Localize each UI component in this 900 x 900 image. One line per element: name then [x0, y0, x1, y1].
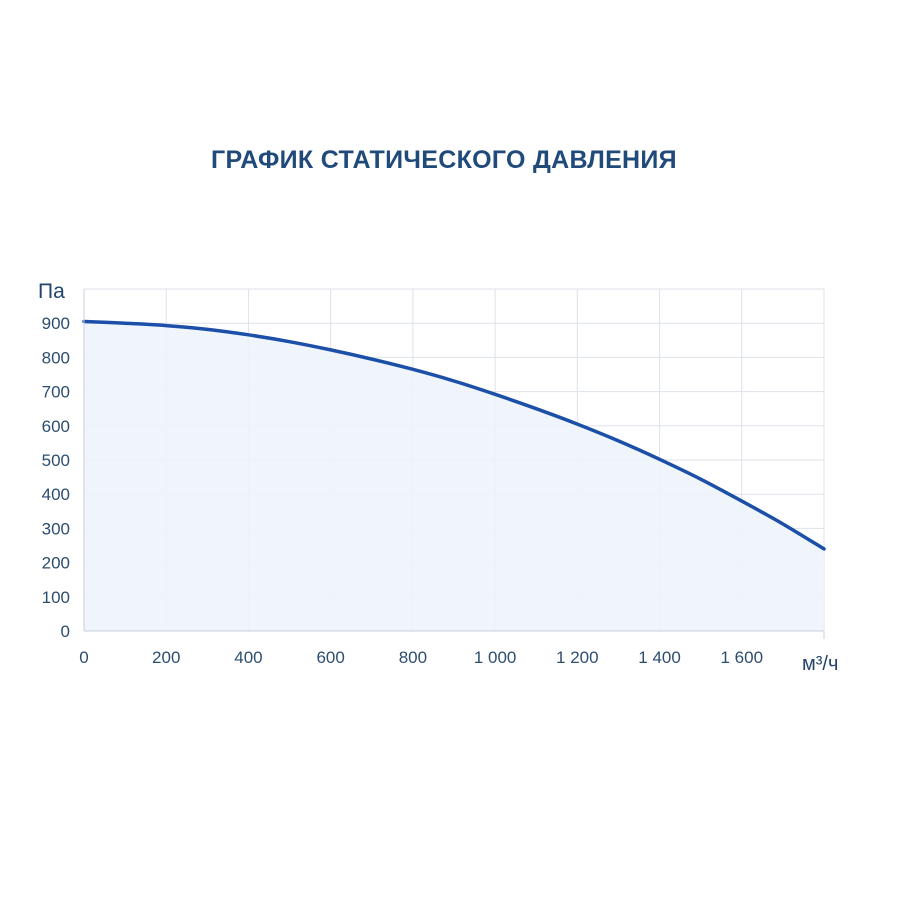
x-tick-label: 400	[234, 648, 262, 667]
y-tick-label: 300	[42, 519, 70, 538]
y-tick-label: 800	[42, 348, 70, 367]
y-tick-label: 0	[61, 622, 70, 641]
y-tick-label: 100	[42, 588, 70, 607]
x-tick-label: 1 000	[474, 648, 517, 667]
x-tick-label: 1 200	[556, 648, 599, 667]
line-layer	[82, 319, 826, 551]
x-tick-label: 800	[399, 648, 427, 667]
axes	[83, 289, 825, 639]
x-tick-label: 0	[79, 648, 88, 667]
area-layer	[84, 321, 824, 631]
y-axis-label: Па	[38, 280, 65, 303]
y-tick-label: 500	[42, 451, 70, 470]
x-tick-label: 200	[152, 648, 180, 667]
labels: 0 100 200 300 400 500 600 700 800 900 0 200 400 600 80…	[38, 280, 838, 675]
x-tick-label: 1 400	[638, 648, 681, 667]
chart-title: ГРАФИК СТАТИЧЕСКОГО ДАВЛЕНИЯ	[211, 146, 677, 174]
series-area	[84, 321, 824, 631]
y-tick-label: 600	[42, 417, 70, 436]
x-tick-label: 600	[316, 648, 344, 667]
y-tick-label: 900	[42, 314, 70, 333]
y-tick-label: 200	[42, 554, 70, 573]
x-tick-label: 1 600	[721, 648, 764, 667]
x-axis-label: м³/ч	[802, 653, 838, 675]
y-tick-label: 400	[42, 485, 70, 504]
y-tick-label: 700	[42, 383, 70, 402]
series-line	[82, 319, 826, 551]
